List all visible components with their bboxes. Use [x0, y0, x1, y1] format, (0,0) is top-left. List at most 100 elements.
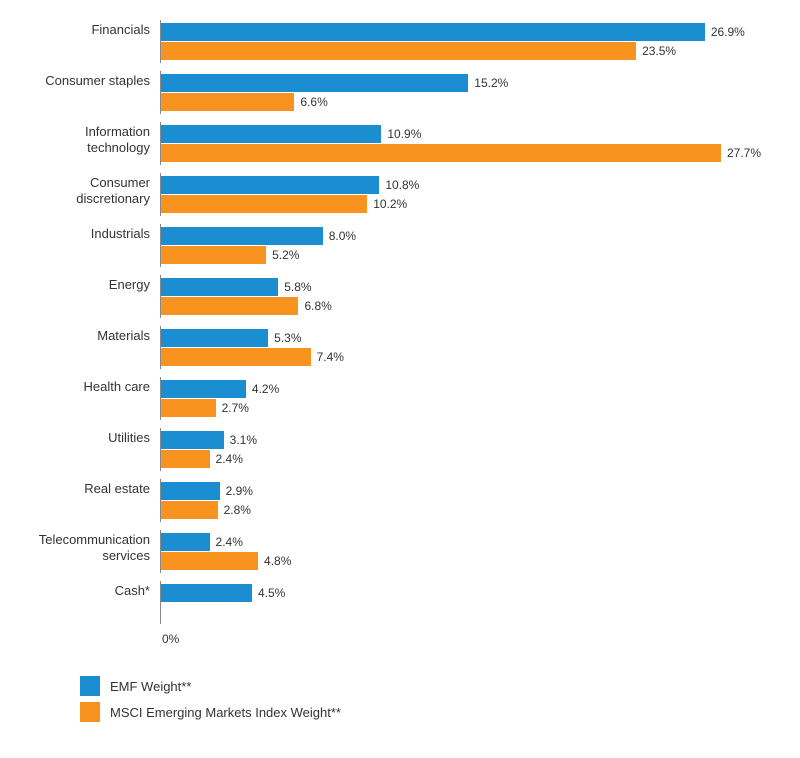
- bar-emf: [161, 380, 246, 398]
- chart-row: Financials 26.9% 23.5%: [30, 20, 770, 63]
- bar-wrap: 2.7%: [161, 399, 770, 417]
- bar-group: 5.8% 6.8%: [160, 275, 770, 318]
- chart-row: Consumer staples 15.2% 6.6%: [30, 71, 770, 114]
- bar-wrap: 5.8%: [161, 278, 770, 296]
- value-label: 8.0%: [329, 229, 356, 243]
- bar-msci: [161, 501, 218, 519]
- value-label: 4.8%: [264, 554, 291, 568]
- bar-wrap: 10.8%: [161, 176, 770, 194]
- category-label: Health care: [30, 377, 160, 395]
- bar-msci: [161, 246, 266, 264]
- bar-wrap: 8.0%: [161, 227, 770, 245]
- value-label: 2.8%: [224, 503, 251, 517]
- bar-wrap: 2.4%: [161, 450, 770, 468]
- value-label: 5.3%: [274, 331, 301, 345]
- bar-msci: [161, 450, 210, 468]
- bar-wrap: [161, 603, 770, 621]
- bar-wrap: 4.8%: [161, 552, 770, 570]
- bar-wrap: 2.9%: [161, 482, 770, 500]
- value-label: 3.1%: [230, 433, 257, 447]
- axis-zero-label: 0%: [162, 632, 762, 646]
- bar-wrap: 23.5%: [161, 42, 770, 60]
- value-label: 10.9%: [387, 127, 421, 141]
- bar-wrap: 6.8%: [161, 297, 770, 315]
- bar-group: 15.2% 6.6%: [160, 71, 770, 114]
- category-label: Energy: [30, 275, 160, 293]
- bar-wrap: 26.9%: [161, 23, 770, 41]
- bar-msci: [161, 297, 298, 315]
- bar-group: 10.9% 27.7%: [160, 122, 770, 165]
- bar-wrap: 2.8%: [161, 501, 770, 519]
- bar-emf: [161, 482, 220, 500]
- bar-emf: [161, 227, 323, 245]
- value-label: 10.2%: [373, 197, 407, 211]
- bar-group: 4.5%: [160, 581, 770, 624]
- chart-row: Information technology 10.9% 27.7%: [30, 122, 770, 165]
- bar-emf: [161, 431, 224, 449]
- value-label: 2.7%: [222, 401, 249, 415]
- bar-wrap: 27.7%: [161, 144, 770, 162]
- chart-row: Energy 5.8% 6.8%: [30, 275, 770, 318]
- bar-wrap: 10.2%: [161, 195, 770, 213]
- value-label: 26.9%: [711, 25, 745, 39]
- legend-label: EMF Weight**: [110, 679, 191, 694]
- bar-emf: [161, 74, 468, 92]
- bar-msci: [161, 42, 636, 60]
- bar-group: 8.0% 5.2%: [160, 224, 770, 267]
- chart-legend: EMF Weight** MSCI Emerging Markets Index…: [80, 676, 770, 722]
- value-label: 4.5%: [258, 586, 285, 600]
- value-label: 4.2%: [252, 382, 279, 396]
- legend-item-msci: MSCI Emerging Markets Index Weight**: [80, 702, 770, 722]
- category-label: Materials: [30, 326, 160, 344]
- bar-msci: [161, 195, 367, 213]
- legend-item-emf: EMF Weight**: [80, 676, 770, 696]
- bar-group: 10.8% 10.2%: [160, 173, 770, 216]
- bar-group: 3.1% 2.4%: [160, 428, 770, 471]
- legend-swatch: [80, 676, 100, 696]
- sector-weight-chart: Financials26.9%23.5%Consumer staples15.2…: [30, 20, 770, 646]
- bar-wrap: 6.6%: [161, 93, 770, 111]
- category-label: Consumer discretionary: [30, 173, 160, 206]
- category-label: Utilities: [30, 428, 160, 446]
- bar-wrap: 10.9%: [161, 125, 770, 143]
- value-label: 5.8%: [284, 280, 311, 294]
- bar-group: 5.3% 7.4%: [160, 326, 770, 369]
- bar-emf: [161, 125, 381, 143]
- bar-wrap: 4.5%: [161, 584, 770, 602]
- bar-group: 2.4% 4.8%: [160, 530, 770, 573]
- chart-row: Real estate2.9% 2.8%: [30, 479, 770, 522]
- value-label: 6.6%: [300, 95, 327, 109]
- category-label: Information technology: [30, 122, 160, 155]
- value-label: 10.8%: [385, 178, 419, 192]
- bar-wrap: 5.3%: [161, 329, 770, 347]
- bar-group: 2.9% 2.8%: [160, 479, 770, 522]
- value-label: 2.4%: [216, 452, 243, 466]
- bar-emf: [161, 278, 278, 296]
- chart-row: Consumer discretionary 10.8% 10.2%: [30, 173, 770, 216]
- bar-emf: [161, 584, 252, 602]
- value-label: 15.2%: [474, 76, 508, 90]
- chart-row: Industrials 8.0% 5.2%: [30, 224, 770, 267]
- category-label: Consumer staples: [30, 71, 160, 89]
- category-label: Industrials: [30, 224, 160, 242]
- bar-msci: [161, 552, 258, 570]
- value-label: 23.5%: [642, 44, 676, 58]
- bar-emf: [161, 23, 705, 41]
- bar-msci: [161, 348, 311, 366]
- chart-row: Materials 5.3% 7.4%: [30, 326, 770, 369]
- bar-msci: [161, 144, 721, 162]
- legend-swatch: [80, 702, 100, 722]
- value-label: 2.4%: [216, 535, 243, 549]
- value-label: 5.2%: [272, 248, 299, 262]
- bar-wrap: 5.2%: [161, 246, 770, 264]
- bar-wrap: 7.4%: [161, 348, 770, 366]
- category-label: Financials: [30, 20, 160, 38]
- bar-wrap: 2.4%: [161, 533, 770, 551]
- bar-wrap: 4.2%: [161, 380, 770, 398]
- chart-row: Health care4.2%2.7%: [30, 377, 770, 420]
- value-label: 6.8%: [304, 299, 331, 313]
- bar-wrap: 3.1%: [161, 431, 770, 449]
- category-label: Real estate: [30, 479, 160, 497]
- bar-emf: [161, 533, 210, 551]
- bar-group: 4.2%2.7%: [160, 377, 770, 420]
